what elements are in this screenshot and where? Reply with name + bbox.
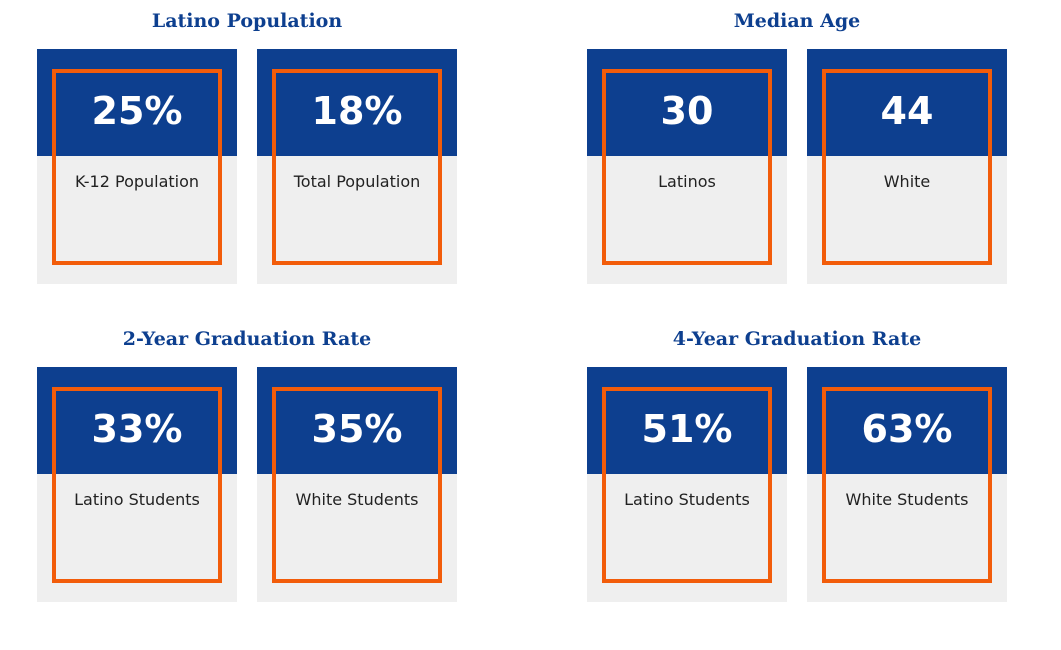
stat-value: 63%	[861, 407, 953, 451]
stat-value: 35%	[311, 407, 403, 451]
card-header	[587, 367, 787, 474]
group-title: 2-Year Graduation Rate	[122, 328, 372, 350]
stat-label: Latino Students	[624, 490, 750, 509]
stat-card-latino-students-2yr: 33% Latino Students	[37, 367, 237, 602]
stat-card-white-students-4yr: 63% White Students	[807, 367, 1007, 602]
stat-label: White Students	[845, 490, 969, 509]
stat-label: K-12 Population	[74, 172, 200, 191]
card-header	[37, 367, 237, 474]
stat-value: 44	[880, 89, 934, 133]
highlight-box	[272, 387, 442, 583]
stat-value: 51%	[641, 407, 733, 451]
highlight-box	[52, 69, 222, 265]
stat-label: Latino Students	[74, 490, 200, 509]
stat-value: 30	[660, 89, 714, 133]
stat-label: White Students	[295, 490, 419, 509]
stat-label: Latinos	[658, 172, 716, 191]
card-header	[807, 367, 1007, 474]
stat-value: 18%	[311, 89, 403, 133]
highlight-box	[272, 69, 442, 265]
stat-card-white-students-2yr: 35% White Students	[257, 367, 457, 602]
highlight-box	[822, 387, 992, 583]
highlight-box	[52, 387, 222, 583]
group-title: Latino Population	[151, 10, 343, 32]
stat-value: 25%	[91, 89, 183, 133]
card-header	[257, 367, 457, 474]
group-2-year-graduation-rate: 2-Year Graduation Rate 33% Latino Studen…	[37, 318, 457, 618]
group-title: Median Age	[733, 10, 861, 32]
group-latino-population: Latino Population 25% K-12 Population 18…	[37, 0, 457, 300]
card-header	[587, 49, 787, 156]
stat-card-white-age: 44 White	[807, 49, 1007, 284]
stat-card-total-population: 18% Total Population	[257, 49, 457, 284]
highlight-box	[602, 69, 772, 265]
stat-card-latinos-age: 30 Latinos	[587, 49, 787, 284]
highlight-box	[822, 69, 992, 265]
group-title: 4-Year Graduation Rate	[672, 328, 922, 350]
highlight-box	[602, 387, 772, 583]
group-4-year-graduation-rate: 4-Year Graduation Rate 51% Latino Studen…	[587, 318, 1007, 618]
stat-label: Total Population	[293, 172, 421, 191]
card-header	[257, 49, 457, 156]
stat-label: White	[883, 172, 931, 191]
stat-value: 33%	[91, 407, 183, 451]
card-header	[807, 49, 1007, 156]
stat-card-latino-students-4yr: 51% Latino Students	[587, 367, 787, 602]
group-median-age: Median Age 30 Latinos 44 White	[587, 0, 1007, 300]
card-header	[37, 49, 237, 156]
stat-card-k12-population: 25% K-12 Population	[37, 49, 237, 284]
